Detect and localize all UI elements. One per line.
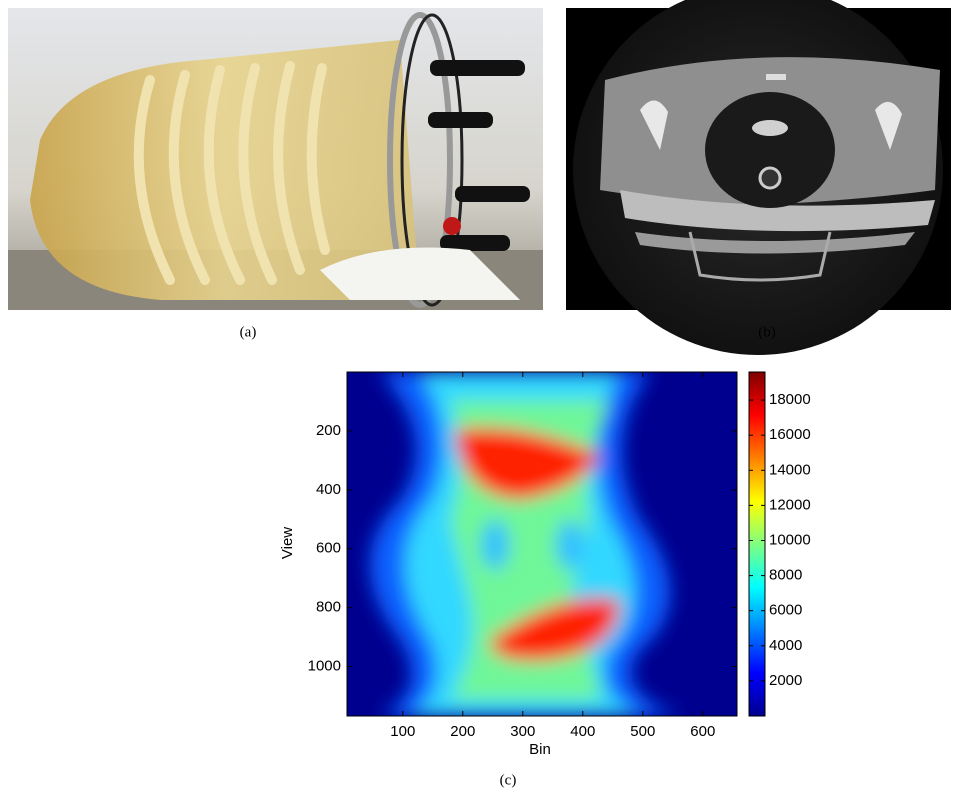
colorbar-tick-label: 12000 [769,496,811,513]
x-tick-label: 400 [570,723,595,740]
y-tick-label: 400 [316,481,341,498]
y-tick-label: 800 [316,599,341,616]
x-tick-label: 500 [630,723,655,740]
panel-caption: (c) [500,772,517,788]
figure-canvas: (a) (b) Bin View (c) 100 200 300 400 500 600 2… [0,0,954,798]
x-tick-label: 100 [390,723,415,740]
colorbar-tick-label: 6000 [769,602,802,619]
y-tick-label: 200 [316,422,341,439]
colorbar-tick-label: 14000 [769,461,811,478]
colorbar-tick-label: 16000 [769,426,811,443]
photo-a [8,8,543,310]
y-tick-label: 600 [316,540,341,557]
colorbar-tick-label: 18000 [769,391,811,408]
colorbar-tick-label: 4000 [769,637,802,654]
x-tick-label: 300 [510,723,535,740]
colorbar-tick-label: 2000 [769,672,802,689]
heatmap-image [347,372,737,716]
ct-image-b [566,0,951,355]
figure: (a) (b) Bin View (c) 100 200 300 400 500 600 2… [0,0,954,798]
y-axis-label: View [279,527,296,559]
colorbar-tick-label: 10000 [769,531,811,548]
x-tick-label: 200 [450,723,475,740]
panel-caption: (b) [758,324,776,340]
colorbar-tick-label: 8000 [769,567,802,584]
y-tick-label: 1000 [308,657,341,674]
colorbar [749,372,765,716]
panel-caption: (a) [240,324,257,340]
x-axis-label: Bin [529,741,551,758]
x-tick-label: 600 [690,723,715,740]
